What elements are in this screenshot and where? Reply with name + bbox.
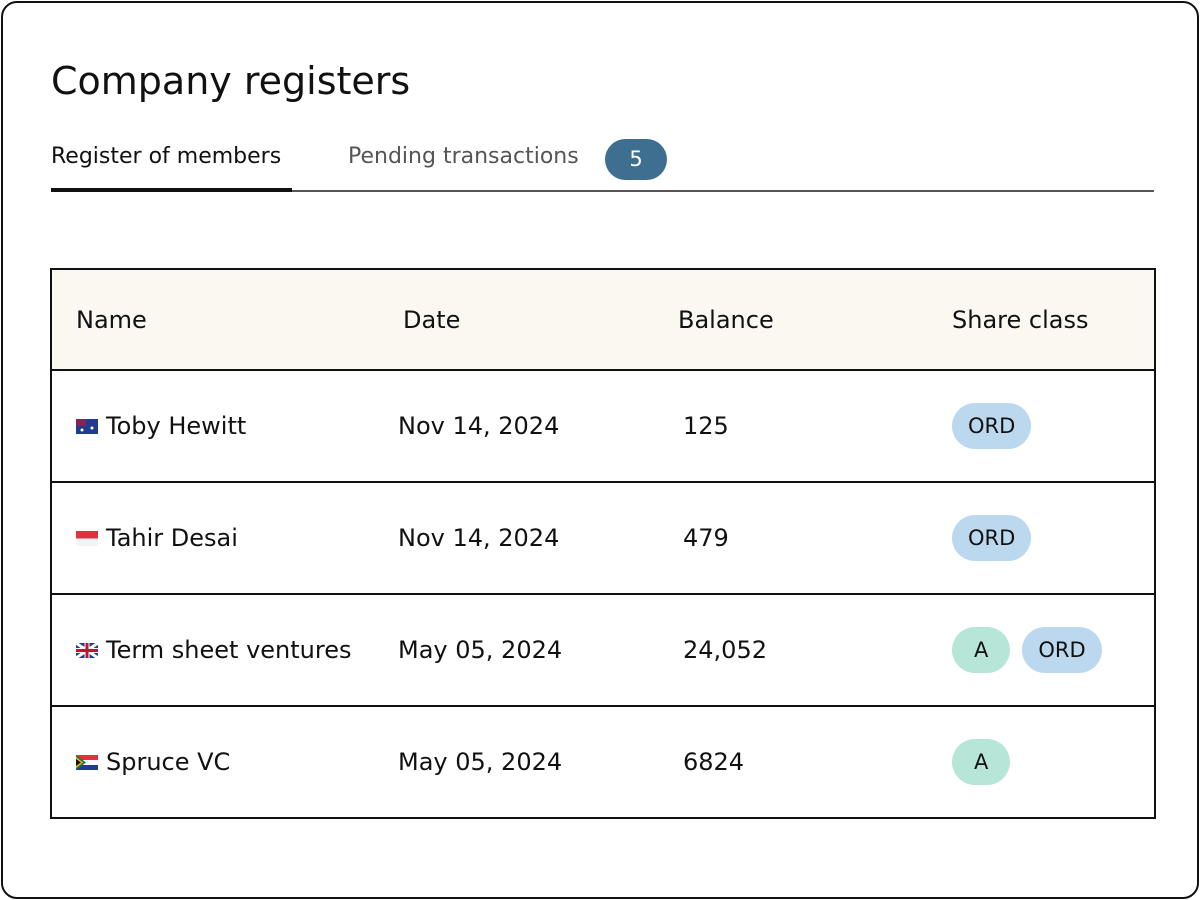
tab-indicator bbox=[51, 188, 292, 192]
tab-divider bbox=[51, 190, 1154, 192]
column-header: Share class bbox=[952, 305, 1089, 334]
share-class-pill: ORD bbox=[1022, 627, 1102, 673]
share-class-cell: A ORD bbox=[952, 595, 1114, 705]
balance-cell: 24,052 bbox=[683, 636, 767, 664]
column-header: Name bbox=[76, 305, 147, 334]
table-row: Tahir Desai Nov 14, 2024 479 ORD bbox=[52, 483, 1154, 595]
balance-cell: 125 bbox=[683, 412, 729, 440]
date-cell: May 05, 2024 bbox=[398, 748, 563, 776]
table: Name Date Balance Share class Toby Hewit… bbox=[50, 268, 1156, 819]
share-class-pill: ORD bbox=[952, 515, 1032, 561]
share-class-pill: A bbox=[952, 627, 1011, 673]
date-cell: Nov 14, 2024 bbox=[398, 412, 560, 440]
tab[interactable]: Pending transactions bbox=[348, 144, 579, 169]
balance-cell: 6824 bbox=[683, 748, 745, 776]
balance-cell: 479 bbox=[683, 524, 729, 552]
badge: 5 bbox=[605, 139, 667, 180]
share-class-pill: A bbox=[952, 739, 1011, 785]
table-row: Term sheet ventures May 05, 2024 24,052 A OR… bbox=[52, 595, 1154, 707]
share-class-pill: ORD bbox=[952, 403, 1032, 449]
table-row: Spruce VC May 05, 2024 6824 A bbox=[52, 707, 1154, 817]
date-cell: May 05, 2024 bbox=[398, 636, 563, 664]
share-class-cell: A bbox=[952, 707, 1022, 817]
member-name: Term sheet ventures bbox=[106, 636, 352, 664]
member-name: Tahir Desai bbox=[106, 524, 238, 552]
table-header: Name Date Balance Share class bbox=[52, 270, 1154, 371]
flag-icon bbox=[76, 418, 98, 434]
column-header: Date bbox=[403, 305, 461, 334]
name-cell: Tahir Desai bbox=[76, 483, 238, 593]
name-cell: Spruce VC bbox=[76, 707, 230, 817]
column-header: Balance bbox=[678, 305, 774, 334]
flag-icon bbox=[76, 530, 98, 546]
flag-icon bbox=[76, 642, 98, 658]
table-row: Toby Hewitt Nov 14, 2024 125 ORD bbox=[52, 371, 1154, 483]
share-class-cell: ORD bbox=[952, 371, 1043, 481]
share-class-cell: ORD bbox=[952, 483, 1043, 593]
date-cell: Nov 14, 2024 bbox=[398, 524, 560, 552]
name-cell: Term sheet ventures bbox=[76, 595, 352, 705]
flag-icon bbox=[76, 754, 98, 770]
member-name: Toby Hewitt bbox=[106, 412, 247, 440]
member-name: Spruce VC bbox=[106, 748, 231, 776]
name-cell: Toby Hewitt bbox=[76, 371, 246, 481]
page-title: Company registers bbox=[51, 59, 411, 103]
tab[interactable]: Register of members bbox=[51, 144, 282, 169]
